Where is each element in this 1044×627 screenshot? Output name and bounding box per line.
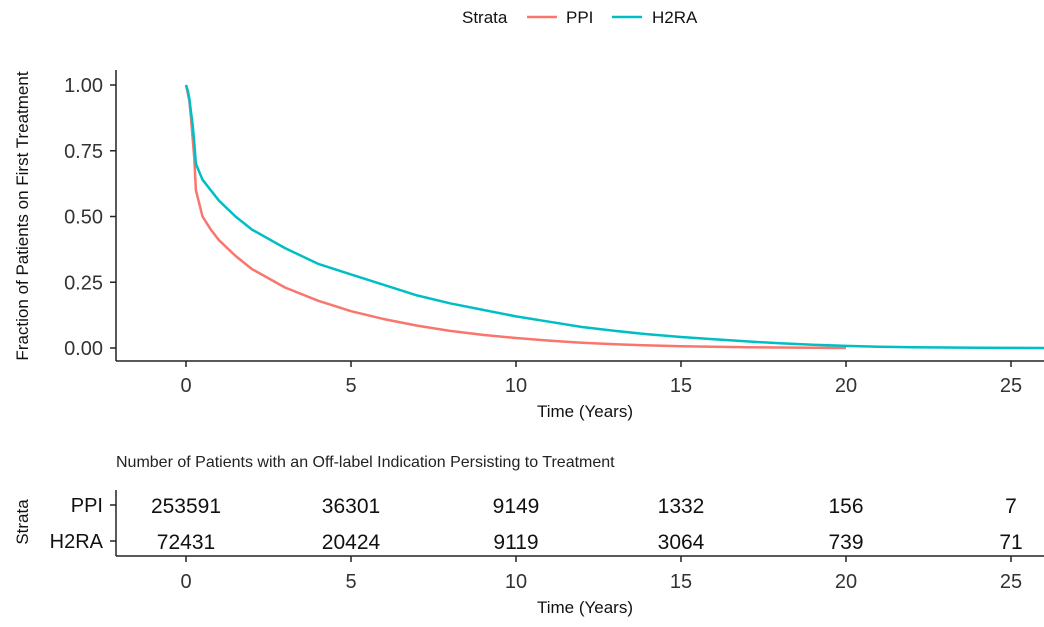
x-tick-label: 10 (505, 375, 527, 397)
risk-cell-h2ra-t5: 20424 (322, 531, 381, 554)
y-tick-label: 0.00 (64, 338, 103, 360)
series-line-h2ra (184, 84, 1044, 350)
risk-x-tick-label: 25 (1000, 571, 1022, 593)
x-tick-label: 5 (345, 375, 356, 397)
legend: Strata PPI H2RA (462, 8, 698, 27)
risk-cell-ppi-t15: 1332 (658, 495, 705, 518)
risk-cell-ppi-t0: 253591 (151, 495, 221, 518)
risk-cell-h2ra-t15: 3064 (658, 531, 705, 554)
y-axis-title: Fraction of Patients on First Treatment (13, 71, 32, 360)
main-plot: 0.00 0.25 0.50 0.75 1.00 0 5 10 15 20 25 Time (Ye… (13, 70, 1044, 421)
risk-cell-ppi-t5: 36301 (322, 495, 380, 518)
risk-x-tick-label: 15 (670, 571, 692, 593)
risk-row-label-h2ra: H2RA (50, 531, 104, 553)
risk-cell-ppi-t25: 7 (1005, 495, 1017, 518)
series-lines (184, 84, 1044, 350)
risk-x-tick-label: 5 (345, 571, 356, 593)
risk-table-rows: PPI 253591 36301 9149 1332 156 7 H2RA 72431 20424… (50, 495, 1023, 554)
risk-cell-ppi-t20: 156 (828, 495, 863, 518)
risk-table: Number of Patients with an Off-label Ind… (13, 454, 1044, 617)
y-axis-ticks: 0.00 0.25 0.50 0.75 1.00 (64, 75, 116, 360)
risk-x-axis-title: Time (Years) (537, 598, 633, 617)
x-tick-label: 15 (670, 375, 692, 397)
risk-x-axis-ticks: 0 5 10 15 20 25 (180, 556, 1022, 593)
x-tick-label: 0 (180, 375, 191, 397)
risk-cell-h2ra-t20: 739 (828, 531, 863, 554)
risk-x-tick-label: 0 (180, 571, 191, 593)
x-axis-title: Time (Years) (537, 402, 633, 421)
y-tick-label: 0.25 (64, 272, 103, 294)
risk-y-axis-title: Strata (13, 499, 32, 545)
risk-x-tick-label: 10 (505, 571, 527, 593)
x-tick-label: 20 (835, 375, 857, 397)
x-axis-ticks: 0 5 10 15 20 25 (180, 361, 1022, 397)
y-tick-label: 1.00 (64, 75, 103, 97)
risk-cell-ppi-t10: 9149 (493, 495, 540, 518)
risk-table-title: Number of Patients with an Off-label Ind… (116, 454, 615, 471)
risk-cell-h2ra-t0: 72431 (157, 531, 215, 554)
legend-title: Strata (462, 8, 508, 27)
risk-cell-h2ra-t10: 9119 (493, 531, 538, 554)
y-tick-label: 0.75 (64, 141, 103, 163)
risk-row-label-ppi: PPI (71, 495, 103, 517)
y-tick-label: 0.50 (64, 207, 103, 229)
risk-x-tick-label: 20 (835, 571, 857, 593)
series-line-ppi (184, 84, 847, 350)
risk-cell-h2ra-t25: 71 (999, 531, 1022, 554)
x-tick-label: 25 (1000, 375, 1022, 397)
legend-label-h2ra: H2RA (652, 8, 698, 27)
legend-label-ppi: PPI (566, 8, 593, 27)
